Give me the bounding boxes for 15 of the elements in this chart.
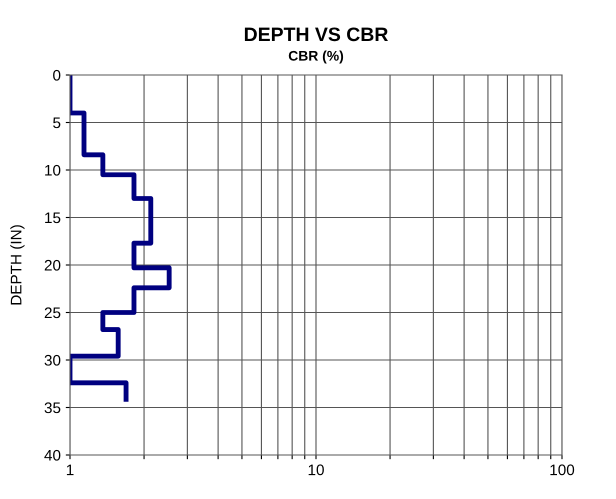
y-axis-title: DEPTH (IN)	[10, 225, 25, 304]
chart-title: DEPTH VS CBR	[244, 27, 388, 42]
x-tick-label: 10	[308, 464, 324, 476]
y-tick-label: 20	[44, 260, 60, 271]
x-tick-label: 1	[66, 464, 74, 476]
y-tick-label: 15	[45, 212, 60, 224]
y-tick-label: 30	[44, 354, 60, 366]
y-tick-label: 25	[44, 307, 60, 318]
x-tick-label: 100	[550, 464, 574, 476]
y-tick-label: 5	[53, 118, 60, 128]
y-tick-label: 40	[44, 450, 60, 461]
y-tick-label: 10	[45, 164, 60, 176]
y-tick-label: 35	[44, 402, 60, 414]
x-axis-title: CBR (%)	[288, 50, 344, 64]
y-tick-label: 0	[53, 70, 60, 81]
